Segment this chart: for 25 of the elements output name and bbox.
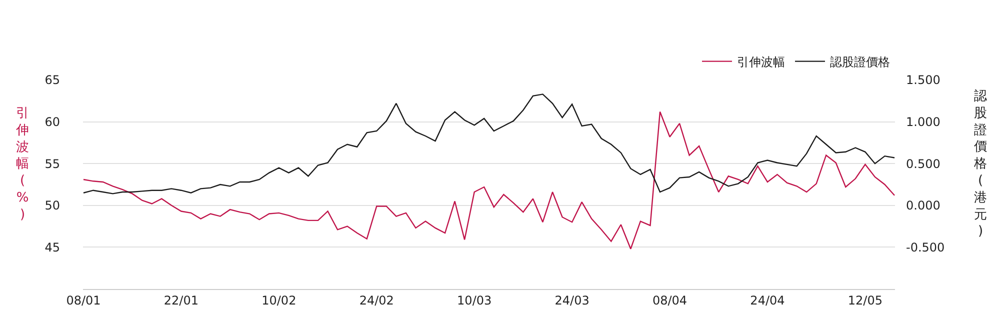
- y2-tick-label: -0.500: [906, 240, 945, 254]
- y2-tick-label: 0.000: [906, 198, 940, 213]
- x-tick-label: 24/03: [554, 293, 590, 308]
- x-tick-label: 22/01: [164, 293, 198, 308]
- x-tick-label: 12/05: [848, 293, 882, 308]
- y-tick-label: 65: [44, 73, 60, 88]
- x-tick-label: 08/04: [652, 293, 688, 308]
- y-tick-label: 55: [44, 156, 60, 171]
- x-tick-label: 10/02: [262, 293, 296, 308]
- y-axis-title: 引伸波幅(%): [15, 106, 29, 222]
- legend-label: 引伸波幅: [737, 55, 785, 69]
- legend-label: 認股證價格: [830, 55, 890, 69]
- text: 認股證價格(港元): [974, 89, 987, 240]
- y-tick-label: 50: [44, 198, 60, 213]
- line-series: [83, 111, 895, 250]
- x-tick-label: 24/02: [359, 293, 394, 308]
- y-tick-label: 45: [44, 240, 60, 254]
- x-tick-label: 10/03: [457, 293, 492, 308]
- y2-tick-label: 1.500: [906, 73, 940, 88]
- y-tick-label: 60: [44, 115, 60, 129]
- y2-tick-label: 0.500: [906, 156, 940, 171]
- line-series: [83, 94, 895, 194]
- x-tick-label: 24/04: [750, 293, 785, 308]
- y2-tick-label: 1.000: [906, 115, 940, 129]
- x-tick-label: 08/01: [66, 293, 101, 308]
